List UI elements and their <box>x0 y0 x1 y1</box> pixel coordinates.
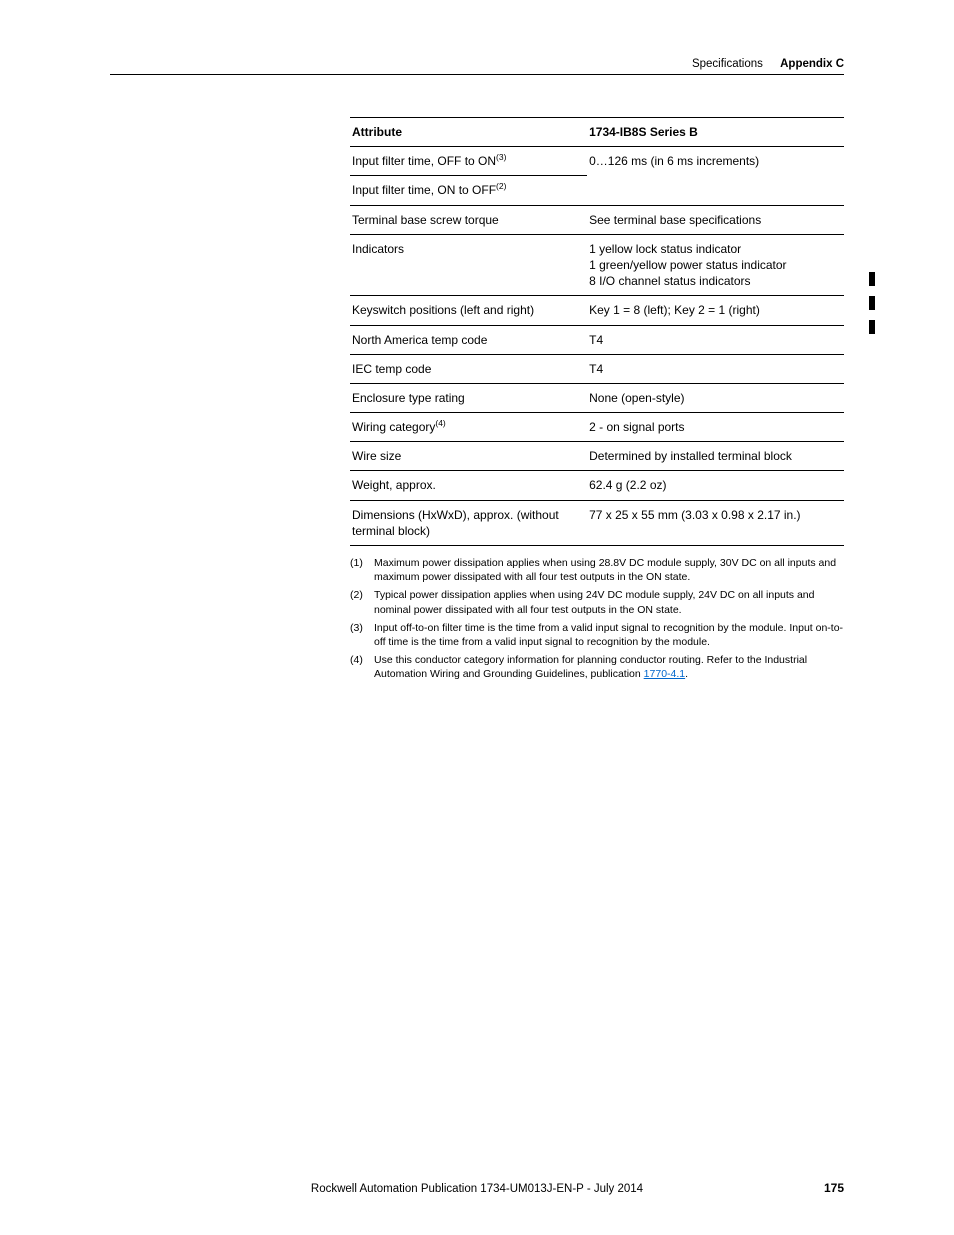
attr-cell: Input filter time, ON to OFF(2) <box>350 176 587 205</box>
footnote-num: (4) <box>350 653 374 681</box>
attr-cell: Wire size <box>350 442 587 471</box>
footnote: (4)Use this conductor category informati… <box>350 653 844 681</box>
footnote: (1)Maximum power dissipation applies whe… <box>350 556 844 584</box>
change-bar <box>869 296 875 310</box>
change-bar <box>869 320 875 334</box>
value-cell: Key 1 = 8 (left); Key 2 = 1 (right) <box>587 296 844 325</box>
footnote-ref: (3) <box>496 152 506 162</box>
value-cell: 77 x 25 x 55 mm (3.03 x 0.98 x 2.17 in.) <box>587 500 844 545</box>
footnote-text: Input off-to-on filter time is the time … <box>374 621 844 649</box>
col-header-attribute: Attribute <box>350 118 587 147</box>
footer-publication: Rockwell Automation Publication 1734-UM0… <box>0 1183 954 1195</box>
footnote-link[interactable]: 1770-4.1 <box>644 668 685 680</box>
value-cell: Determined by installed terminal block <box>587 442 844 471</box>
running-header: Specifications Appendix C <box>110 58 844 81</box>
value-cell: 62.4 g (2.2 oz) <box>587 471 844 500</box>
value-cell: See terminal base specifications <box>587 205 844 234</box>
footnote-num: (2) <box>350 588 374 616</box>
attr-cell: IEC temp code <box>350 354 587 383</box>
attr-cell: Indicators <box>350 234 587 296</box>
col-header-product: 1734-IB8S Series B <box>587 118 844 147</box>
footnote-num: (3) <box>350 621 374 649</box>
change-bars <box>869 272 875 334</box>
table-row: Terminal base screw torqueSee terminal b… <box>350 205 844 234</box>
header-section: Specifications <box>692 58 763 70</box>
attr-cell: Terminal base screw torque <box>350 205 587 234</box>
table-row: Keyswitch positions (left and right)Key … <box>350 296 844 325</box>
value-cell: 0…126 ms (in 6 ms increments) <box>587 147 844 205</box>
footnote: (3)Input off-to-on filter time is the ti… <box>350 621 844 649</box>
footnote: (2)Typical power dissipation applies whe… <box>350 588 844 616</box>
table-row: North America temp codeT4 <box>350 325 844 354</box>
footnote-text: Use this conductor category information … <box>374 653 844 681</box>
table-row: Indicators1 yellow lock status indicator… <box>350 234 844 296</box>
footnote-ref: (4) <box>435 418 445 428</box>
attr-cell: Wiring category(4) <box>350 413 587 442</box>
footnote-ref: (2) <box>496 181 506 191</box>
footnote-num: (1) <box>350 556 374 584</box>
table-row: Dimensions (HxWxD), approx. (without ter… <box>350 500 844 545</box>
footnote-text: Maximum power dissipation applies when u… <box>374 556 844 584</box>
change-bar <box>869 272 875 286</box>
attr-cell: Weight, approx. <box>350 471 587 500</box>
footnote-text: Typical power dissipation applies when u… <box>374 588 844 616</box>
table-row: Enclosure type ratingNone (open-style) <box>350 383 844 412</box>
footnotes: (1)Maximum power dissipation applies whe… <box>350 556 844 681</box>
attr-cell: Input filter time, OFF to ON(3) <box>350 147 587 176</box>
value-cell: 1 yellow lock status indicator1 green/ye… <box>587 234 844 296</box>
table-row: Input filter time, OFF to ON(3)0…126 ms … <box>350 147 844 176</box>
table-row: Wire sizeDetermined by installed termina… <box>350 442 844 471</box>
attr-cell: Keyswitch positions (left and right) <box>350 296 587 325</box>
header-rule <box>110 74 844 75</box>
table-row: Weight, approx.62.4 g (2.2 oz) <box>350 471 844 500</box>
value-cell: T4 <box>587 325 844 354</box>
table-row: IEC temp codeT4 <box>350 354 844 383</box>
value-cell: 2 - on signal ports <box>587 413 844 442</box>
attr-cell: Dimensions (HxWxD), approx. (without ter… <box>350 500 587 545</box>
table-row: Wiring category(4)2 - on signal ports <box>350 413 844 442</box>
header-appendix: Appendix C <box>780 58 844 70</box>
spec-table: Attribute 1734-IB8S Series B Input filte… <box>350 117 844 546</box>
page-number: 175 <box>824 1181 844 1195</box>
attr-cell: Enclosure type rating <box>350 383 587 412</box>
value-cell: None (open-style) <box>587 383 844 412</box>
attr-cell: North America temp code <box>350 325 587 354</box>
value-cell: T4 <box>587 354 844 383</box>
spec-table-body: Input filter time, OFF to ON(3)0…126 ms … <box>350 147 844 546</box>
